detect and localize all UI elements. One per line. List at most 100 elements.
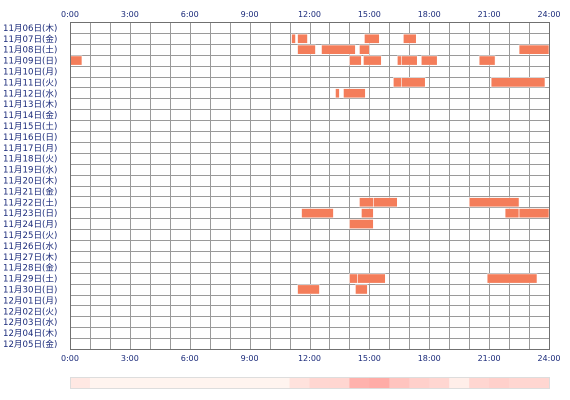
day-label: 11月17日(月) <box>3 143 57 154</box>
activity-bar <box>403 33 417 44</box>
strip-cell <box>329 377 350 388</box>
strip-cell <box>70 377 91 388</box>
activity-bar <box>355 284 368 295</box>
day-label: 11月06日(木) <box>3 22 57 34</box>
x-tick-label-bottom: 18:00 <box>418 354 441 363</box>
activity-bar <box>518 44 550 55</box>
strip-border <box>70 377 550 389</box>
activity-bar <box>420 55 438 66</box>
day-label: 11月20日(木) <box>3 175 57 187</box>
activity-bar <box>468 197 520 208</box>
strip-cell <box>149 377 171 388</box>
strip-cell <box>289 377 310 388</box>
plot-frame <box>70 22 550 350</box>
day-label: 11月12日(水) <box>3 87 57 99</box>
x-tick-label-top: 6:00 <box>181 10 199 19</box>
strip-cell <box>449 377 470 388</box>
x-tick-label-top: 3:00 <box>121 10 139 19</box>
strip-cell <box>349 377 370 388</box>
activity-bar <box>397 55 402 66</box>
activity-bar <box>373 197 398 208</box>
strip-cell <box>189 377 211 388</box>
x-tick-label-bottom: 24:00 <box>537 354 560 363</box>
x-tick-label-bottom: 0:00 <box>61 354 79 363</box>
activity-bar <box>321 44 356 55</box>
activity-bar <box>297 33 308 44</box>
day-label: 11月28日(金) <box>3 262 57 274</box>
strip-cell <box>409 377 430 388</box>
activity-bar <box>401 77 426 88</box>
activity-bar <box>486 273 538 284</box>
x-tick-label-top: 18:00 <box>418 10 441 19</box>
day-label: 12月03日(水) <box>3 316 57 328</box>
x-tick-label-bottom: 12:00 <box>298 354 321 363</box>
strip-cell <box>269 377 290 388</box>
activity-bar <box>69 55 83 66</box>
day-label: 11月26日(水) <box>3 240 57 252</box>
day-label: 12月02日(火) <box>3 306 57 317</box>
strip-cell <box>309 377 330 388</box>
day-label: 12月05日(金) <box>3 338 57 350</box>
strip-cell <box>489 377 510 388</box>
strip-cell <box>389 377 410 388</box>
activity-bar <box>349 273 358 284</box>
grid-layer <box>70 22 550 350</box>
activity-bar <box>357 273 386 284</box>
strip-cell <box>469 377 490 388</box>
day-label: 11月23日(日) <box>3 208 57 219</box>
strip-cell <box>209 377 231 388</box>
day-label: 11月18日(火) <box>3 154 57 165</box>
day-label: 11月15日(土) <box>3 120 57 132</box>
activity-bar <box>343 88 366 99</box>
activity-bar <box>349 219 374 229</box>
x-tick-label-top: 15:00 <box>358 10 381 19</box>
activity-bar <box>504 208 520 219</box>
day-label: 11月13日(木) <box>3 98 57 110</box>
activity-bar <box>364 33 380 44</box>
activity-bar <box>361 208 374 219</box>
strip-cell <box>169 377 191 388</box>
activity-bar <box>335 88 340 99</box>
aggregate-strip <box>70 377 550 389</box>
day-label: 11月10日(月) <box>3 67 57 78</box>
activity-bar <box>359 197 374 208</box>
x-tick-label-top: 0:00 <box>61 10 79 19</box>
strip-cell <box>89 377 111 388</box>
x-tick-label-top: 12:00 <box>298 10 321 19</box>
x-tick-label-top: 21:00 <box>478 10 501 19</box>
activity-bar <box>349 55 362 66</box>
strip-cell <box>229 377 251 388</box>
activity-bars <box>69 33 550 295</box>
activity-bar <box>301 208 334 219</box>
day-label: 11月19日(水) <box>3 164 57 176</box>
day-label: 11月29日(土) <box>3 273 57 285</box>
day-label: 11月14日(金) <box>3 109 57 121</box>
strip-cell <box>529 377 550 388</box>
strip-cell <box>369 377 390 388</box>
x-tick-label-top: 9:00 <box>241 10 259 19</box>
strip-cell <box>249 377 270 388</box>
x-tick-label-top: 24:00 <box>537 10 560 19</box>
day-label: 11月22日(土) <box>3 196 57 208</box>
activity-bar <box>297 284 320 295</box>
day-label: 11月27日(木) <box>3 251 57 263</box>
x-tick-label-bottom: 9:00 <box>241 354 259 363</box>
activity-bar <box>359 44 370 55</box>
activity-bar <box>478 55 496 66</box>
day-label: 11月24日(月) <box>3 219 57 230</box>
x-tick-label-bottom: 6:00 <box>181 354 199 363</box>
x-tick-label-bottom: 15:00 <box>358 354 381 363</box>
day-label: 11月11日(火) <box>3 77 57 88</box>
strip-cell <box>429 377 450 388</box>
day-label: 12月04日(木) <box>3 327 57 339</box>
day-label: 11月09日(日) <box>3 56 57 67</box>
strip-cell <box>109 377 131 388</box>
day-label: 11月16日(日) <box>3 132 57 143</box>
activity-bar <box>291 33 296 44</box>
labels: 0:00 0:00 3:00 3:00 6:00 6:00 9:00 9:00 12:00 12:… <box>3 10 561 363</box>
x-tick-label-bottom: 21:00 <box>478 354 501 363</box>
plot-border <box>70 22 550 350</box>
day-label: 11月30日(日) <box>3 285 57 296</box>
day-label: 11月08日(土) <box>3 44 57 56</box>
